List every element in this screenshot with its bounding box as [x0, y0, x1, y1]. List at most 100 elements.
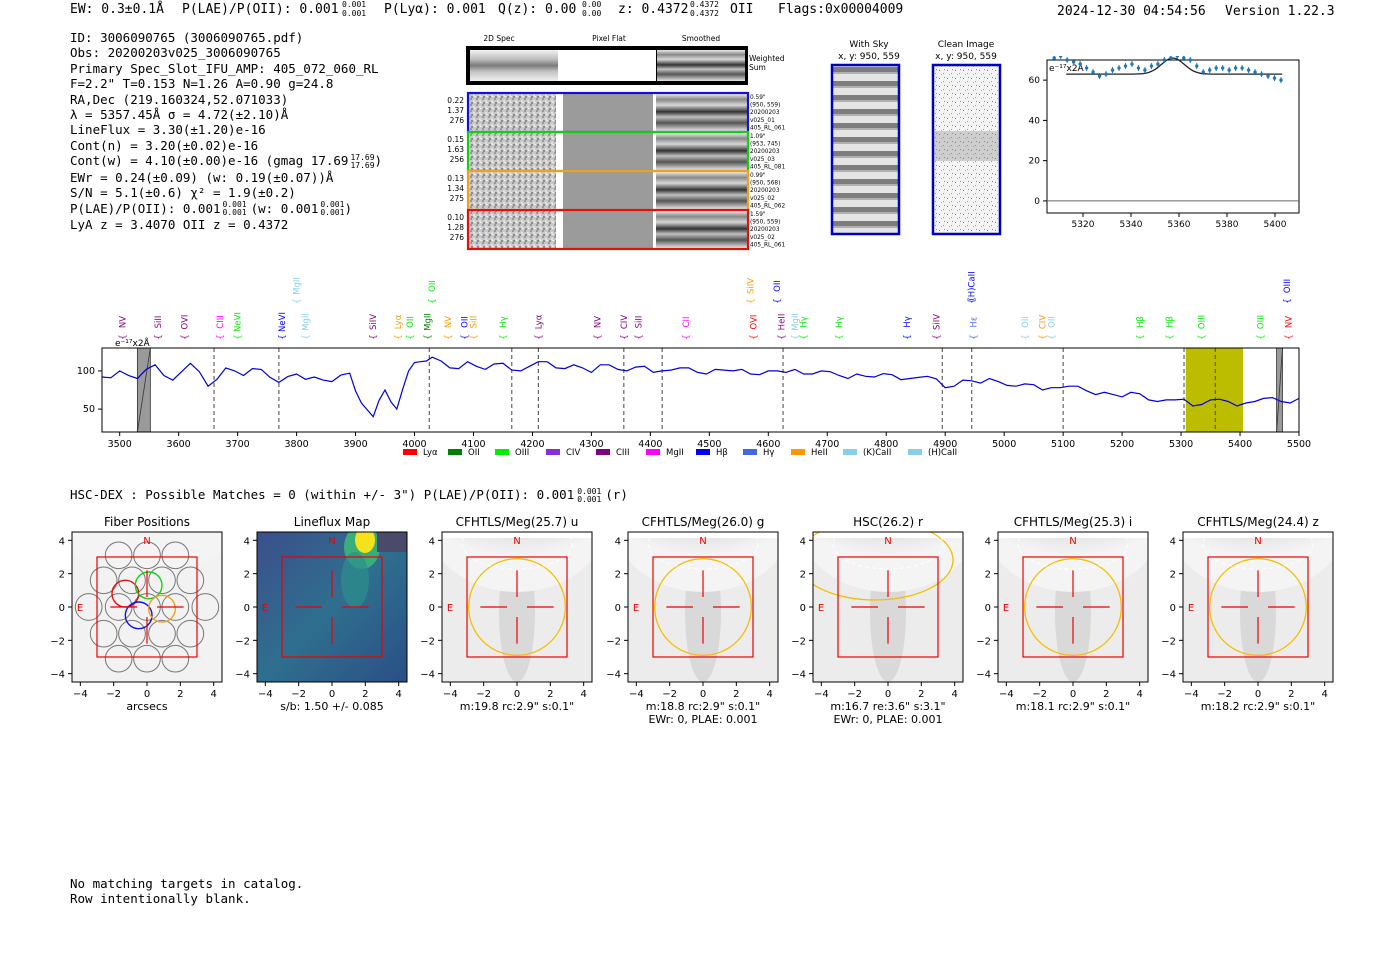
spectrum-line-label: CIV {: [620, 315, 630, 340]
spectrum-xtick-label: 4500: [697, 439, 721, 450]
spectrum-line-label-text: MgII: [791, 313, 801, 331]
spectrum-line-label-brace: {: [469, 334, 479, 339]
header-version: Version 1.22.3: [1225, 4, 1335, 19]
thumbnail-panel: CFHTLS/Meg(25.7) u N E 4 2 0 −2 −4 −4 −2 0 2 4 m:19.8…: [420, 515, 593, 713]
thumb-ytick-label: 0: [59, 603, 65, 614]
cutout-right-value: 405_RL_081: [750, 164, 785, 170]
info-cont-n: Cont(n) = 3.20(±0.02)e-16: [70, 137, 259, 153]
thumbnail-caption: m:19.8 rc:2.9" s:0.1": [460, 700, 575, 713]
spectrum-line-label: Hγ {: [800, 316, 810, 339]
cutout-right-value: 20200203: [750, 149, 780, 155]
fiber-circle: [104, 541, 133, 570]
thumbnail-panel: CFHTLS/Meg(24.4) z N E 4 2 0 −2 −4 −4 −2 0 2 4 m:18.2…: [1161, 515, 1334, 713]
fiber-circle: [191, 593, 220, 621]
fiber-circle: [161, 644, 190, 673]
zoom-data-point: [1182, 56, 1186, 60]
zoom-data-point: [1097, 74, 1102, 78]
thumbnail-title: CFHTLS/Meg(24.4) z: [1197, 515, 1319, 529]
spectrum-line-label: Hβ {: [1165, 316, 1175, 340]
ifu-box: [281, 556, 383, 658]
spectrum-line-label-brace: {: [1021, 334, 1031, 339]
spectrum-line-label-text: SiII: [154, 316, 164, 329]
spectrum-line-label-brace: {: [428, 298, 438, 303]
thumbnail-caption: s/b: 1.50 +/- 0.085: [280, 700, 384, 713]
spectrum-line-label-text: SiII: [635, 316, 645, 329]
spectrum-line-label: OII {: [773, 280, 783, 304]
thumb-ytick-label: 2: [1170, 570, 1176, 581]
info-id: ID: 3006090765 (3006090765.pdf): [70, 30, 304, 45]
zoom-data-point: [1266, 74, 1270, 78]
legend-swatch: [791, 449, 805, 455]
spectrum-line-label-text: OII: [1021, 316, 1031, 328]
legend-label: CIV: [566, 448, 580, 458]
spectrum-line-label-brace: {: [635, 334, 645, 339]
cutout-left-value: 1.34: [447, 184, 464, 193]
thumb-xtick-label: −2: [662, 689, 677, 700]
footer-notes: No matching targets in catalog. Row inte…: [70, 876, 303, 907]
zoom-data-point: [1065, 58, 1069, 62]
spectrum-xtick-label: 4000: [402, 439, 426, 450]
spectrum-line-label-brace: {: [1198, 334, 1208, 339]
spectrum-line-label: OVI {: [181, 315, 191, 340]
thumb-ytick-label: −4: [1161, 670, 1176, 681]
spectrum-line-label: NeVI {: [234, 312, 244, 340]
thumb-xtick-label: −2: [106, 689, 121, 700]
legend-swatch: [546, 449, 560, 455]
cutout-right-value: 0.99": [750, 173, 766, 179]
thumb-xtick-label: 0: [1255, 689, 1261, 700]
spectrum-xtick-label: 4200: [520, 439, 544, 450]
zoom-xtick-label: 5340: [1120, 220, 1143, 230]
zoom-data-point: [1220, 66, 1225, 70]
header-ew: EW: 0.3±0.1Å: [70, 2, 164, 17]
spectrum-line-label-text: Hβ: [1136, 316, 1146, 328]
spectrum-line-label: CIII {: [216, 315, 226, 339]
info-primary: Primary Spec_Slot_IFU_AMP: 405_072_060_R…: [70, 60, 379, 76]
cutout-right-value: 405_RL_061: [750, 242, 785, 248]
spectrum-line-label-brace: {: [406, 334, 416, 339]
fiber-circle: [161, 541, 190, 570]
east-label: E: [1188, 603, 1194, 614]
thumb-ytick-label: 0: [985, 603, 991, 614]
aperture-ellipse: [1024, 558, 1122, 656]
cutout-left-value: 0.10: [447, 213, 464, 222]
legend-swatch: [448, 449, 462, 455]
thumbnail-title: CFHTLS/Meg(25.3) i: [1014, 515, 1133, 529]
aperture-ellipse: [654, 558, 752, 656]
legend-label: OII: [468, 448, 480, 458]
spectrum-line-label: OII {: [428, 280, 438, 304]
spectrum-xtick-label: 4400: [638, 439, 662, 450]
cutout-row-frame: [466, 208, 750, 251]
spectrum-line-label-brace: {: [499, 334, 509, 339]
thumbnail-caption-2: EWr: 0, PLAE: 0.001: [833, 713, 942, 725]
fiber-circle-highlight: [147, 594, 177, 623]
cutout-right-value: (950, 559): [750, 103, 780, 109]
catalog-ellipse: [1017, 532, 1129, 570]
cutout-left-value: 0.22: [447, 96, 464, 105]
spectrum-xtick-label: 3500: [108, 439, 132, 450]
thumb-ytick-label: 0: [615, 603, 621, 614]
cutout-2dspec: [469, 172, 556, 209]
thumb-xtick-label: 0: [1070, 689, 1076, 700]
spectrum-xtick-label: 4100: [461, 439, 485, 450]
thumbnail-title: Fiber Positions: [104, 515, 190, 529]
header-plya: P(Lyα): 0.001: [384, 2, 486, 17]
zoom-data-point: [1169, 56, 1173, 60]
spectrum-line-label-text: Hγ: [903, 316, 913, 327]
spectrum-xtick-label: 4600: [756, 439, 780, 450]
zoom-xtick-label: 5400: [1264, 220, 1287, 230]
spectrum-axes-frame: [101, 347, 1300, 433]
spectrum-line-label-text: Hγ: [499, 316, 509, 327]
thumb-xtick-label: −4: [258, 689, 273, 700]
spectrum-line-label: OVI {: [750, 315, 760, 340]
spectrum-line-label: NV {: [444, 316, 454, 340]
fiber-circle-highlight: [124, 601, 153, 630]
north-label: N: [1069, 536, 1076, 547]
thumb-xtick-label: −4: [814, 689, 829, 700]
cutout-pixelflat: [563, 133, 653, 170]
cutout-right-value: 20200203: [750, 188, 780, 194]
spectrum-line-label: SiIV {: [747, 278, 757, 304]
thumb-ytick-label: −2: [420, 636, 435, 647]
zoom-ytick-label: 20: [1029, 157, 1041, 167]
with-sky-coords: x, y: 950, 559: [838, 52, 900, 62]
